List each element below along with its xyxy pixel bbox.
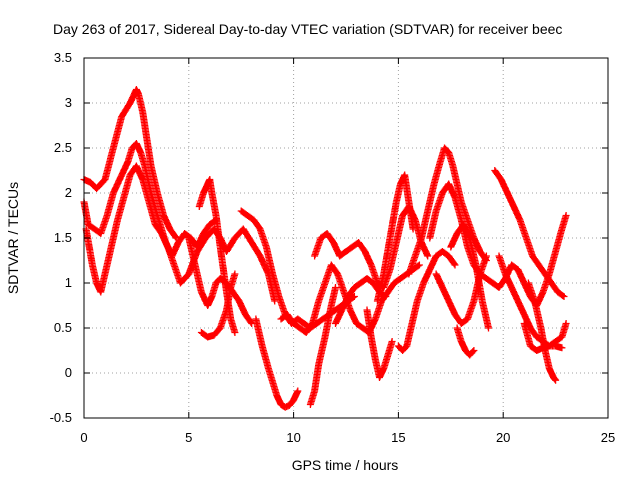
x-tick-label: 5	[185, 430, 192, 445]
plus-markers	[185, 234, 256, 327]
series-track	[311, 203, 432, 291]
plus-markers	[311, 203, 432, 291]
plus-markers	[491, 167, 568, 300]
series-track	[432, 252, 490, 327]
plus-markers	[252, 315, 302, 411]
plus-markers	[432, 252, 490, 327]
series-track	[306, 284, 339, 408]
grid	[84, 58, 608, 418]
series-track	[252, 315, 302, 411]
plus-markers	[453, 324, 478, 359]
series-track	[197, 270, 239, 341]
series-track	[405, 144, 490, 278]
x-tick-label: 25	[601, 430, 615, 445]
x-tick-label: 20	[496, 430, 510, 445]
chart-title: Day 263 of 2017, Sidereal Day-to-day VTE…	[53, 21, 562, 37]
axis-ticks	[83, 57, 609, 419]
plus-markers	[195, 176, 239, 336]
plus-markers	[277, 261, 423, 336]
plus-markers	[373, 171, 417, 305]
series-track	[524, 279, 560, 384]
y-tick-label: 0.5	[54, 320, 72, 335]
x-tick-label: 15	[391, 430, 405, 445]
x-tick-label: 0	[80, 430, 87, 445]
y-tick-label: 0	[65, 365, 72, 380]
plus-markers	[306, 284, 339, 408]
series-track	[394, 248, 459, 354]
plus-markers	[394, 248, 459, 354]
series-track	[491, 167, 568, 300]
plus-markers	[197, 270, 239, 341]
plus-markers	[524, 279, 560, 384]
y-tick-label: 2.5	[54, 140, 72, 155]
plus-markers	[405, 144, 490, 278]
plus-markers	[447, 221, 492, 332]
x-tick-labels: 0 5 10 15 20 25	[80, 430, 615, 445]
y-axis-title: SDTVAR / TECUs	[5, 182, 21, 294]
y-tick-label: 1.5	[54, 230, 72, 245]
plus-markers	[363, 306, 396, 381]
y-tick-labels: -0.5 0 0.5 1 1.5 2 2.5 3 3.5	[50, 50, 72, 425]
x-tick-label: 10	[286, 430, 300, 445]
series-track	[373, 171, 417, 305]
series-track	[447, 221, 492, 332]
y-tick-label: 3.5	[54, 50, 72, 65]
series-track	[363, 306, 396, 381]
data-points	[80, 86, 570, 411]
y-tick-label: -0.5	[50, 410, 72, 425]
series-track	[453, 324, 478, 359]
series-track	[195, 176, 239, 336]
y-tick-label: 1	[65, 275, 72, 290]
x-axis-title: GPS time / hours	[292, 457, 399, 473]
y-tick-label: 3	[65, 95, 72, 110]
y-tick-label: 2	[65, 185, 72, 200]
series-track	[185, 234, 256, 327]
series-track	[277, 261, 423, 336]
